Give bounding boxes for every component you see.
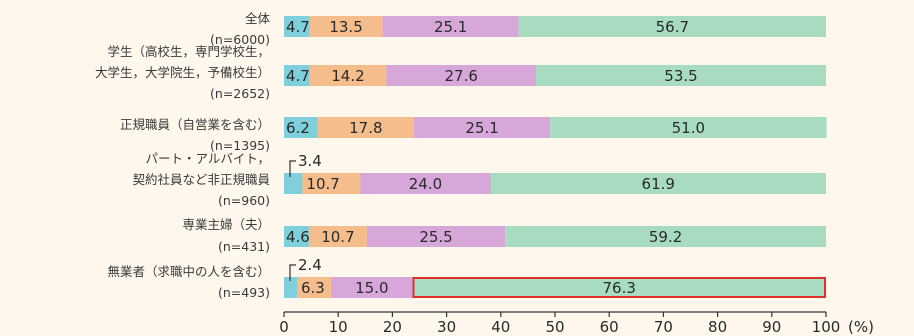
data-label: 24.0 (409, 175, 442, 193)
bar-segment (360, 173, 491, 194)
x-tick-label: 40 (491, 318, 510, 336)
bar-segment (536, 65, 826, 86)
sample-size-label: (n=1395) (210, 138, 270, 153)
data-label: 61.9 (642, 175, 675, 193)
data-label: 10.7 (321, 228, 354, 246)
bar-segment (518, 16, 826, 37)
x-tick-label: 100 (812, 318, 841, 336)
category-label: パート・アルバイト， (145, 151, 270, 166)
data-label: 4.7 (286, 18, 310, 36)
x-tick-label: 10 (329, 318, 348, 336)
x-tick-label: 70 (654, 318, 673, 336)
sample-size-label: (n=493) (218, 285, 270, 300)
data-label: 15.0 (355, 279, 388, 297)
sample-size-label: (n=431) (218, 239, 270, 254)
bar-segment (386, 65, 537, 86)
bar-segment (331, 277, 413, 298)
x-tick-label: 0 (279, 318, 289, 336)
bar-segment (284, 65, 310, 86)
callout-line (289, 160, 296, 177)
bar-segment (284, 226, 309, 247)
data-label: 6.2 (286, 119, 310, 137)
data-label: 4.6 (286, 228, 310, 246)
bar-segment (284, 173, 303, 194)
category-label: 学生（高校生，専門学校生， (107, 44, 270, 59)
data-label: 25.5 (419, 228, 452, 246)
bar-segment (382, 16, 519, 37)
category-label: 専業主婦（夫） (182, 217, 270, 232)
x-unit-label: (%) (848, 318, 874, 336)
bar-segment (366, 226, 506, 247)
bar-segment (490, 173, 826, 194)
data-label: 59.2 (649, 228, 682, 246)
bar-segment (284, 117, 318, 138)
callout-label: 2.4 (298, 256, 322, 274)
bar-segment (550, 117, 827, 138)
bar-segment (317, 117, 415, 138)
bar-segment (308, 226, 367, 247)
x-tick-label: 50 (545, 318, 564, 336)
data-label: 17.8 (349, 119, 382, 137)
bar-segment (284, 277, 298, 298)
data-label: 27.6 (445, 67, 478, 85)
bar-segment (297, 277, 332, 298)
category-label: 契約社員など非正規職員 (132, 172, 270, 187)
data-label: 6.3 (301, 279, 325, 297)
x-tick-label: 30 (437, 318, 456, 336)
category-label: 無業者（求職中の人を含む） (107, 264, 270, 279)
data-label: 14.2 (331, 67, 364, 85)
bar-segment (302, 173, 361, 194)
x-tick-label: 60 (600, 318, 619, 336)
highlight-outline (412, 277, 826, 298)
bar-segment (412, 277, 826, 298)
bar-segment (284, 16, 310, 37)
bar-segment (309, 16, 383, 37)
data-label: 56.7 (656, 18, 689, 36)
bar-segment (414, 117, 551, 138)
x-tick-label: 20 (383, 318, 402, 336)
sample-size-label: (n=2652) (210, 86, 270, 101)
callout-line (289, 264, 296, 281)
callout-label: 3.4 (298, 152, 322, 170)
data-label: 25.1 (434, 18, 467, 36)
sample-size-label: (n=960) (218, 193, 270, 208)
data-label: 10.7 (306, 175, 339, 193)
bar-segment (309, 65, 387, 86)
data-label: 25.1 (465, 119, 498, 137)
data-label: 51.0 (672, 119, 705, 137)
category-label: 全体 (245, 11, 271, 26)
x-tick-label: 80 (708, 318, 727, 336)
sample-size-label: (n=6000) (210, 32, 270, 47)
category-label: 大学生，大学院生，予備校生） (95, 65, 270, 80)
data-label: 13.5 (329, 18, 362, 36)
data-label: 53.5 (664, 67, 697, 85)
data-label: 76.3 (603, 279, 636, 297)
data-label: 4.7 (286, 67, 310, 85)
x-tick-label: 90 (762, 318, 781, 336)
bar-segment (505, 226, 826, 247)
category-label: 正規職員（自営業を含む） (120, 117, 270, 132)
